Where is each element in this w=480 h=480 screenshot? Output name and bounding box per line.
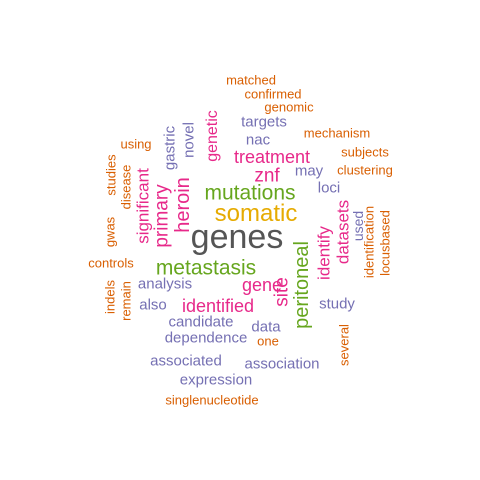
word-locusbased: locusbased: [377, 210, 393, 276]
word-using: using: [120, 136, 152, 152]
word-matched: matched: [226, 72, 276, 88]
word-associated: associated: [150, 352, 222, 370]
word-expression: expression: [179, 371, 253, 389]
word-analysis: analysis: [137, 275, 193, 293]
word-candidate: candidate: [168, 313, 234, 331]
word-association: association: [244, 355, 320, 373]
word-nac: nac: [245, 131, 271, 149]
word-treatment: treatment: [233, 147, 311, 167]
word-confirmed: confirmed: [244, 86, 302, 102]
word-genes: genes: [190, 218, 284, 256]
word-remain: remain: [118, 281, 134, 321]
word-gastric: gastric: [161, 125, 179, 171]
word-novel: novel: [180, 122, 198, 158]
word-may: may: [294, 162, 324, 180]
word-genomic: genomic: [264, 99, 314, 115]
word-disease: disease: [118, 164, 134, 210]
word-subjects: subjects: [341, 144, 389, 160]
word-loci: loci: [317, 179, 341, 197]
word-controls: controls: [88, 255, 134, 271]
word-peritoneal: peritoneal: [291, 241, 313, 329]
word-one: one: [257, 333, 279, 349]
word-identification: identification: [361, 205, 377, 279]
word-site: site: [271, 277, 293, 307]
word-somatic: somatic: [214, 200, 298, 227]
word-genetic: genetic: [204, 110, 221, 162]
word-heroin: heroin: [172, 177, 194, 233]
word-targets: targets: [241, 113, 287, 131]
word-znf: znf: [254, 165, 280, 187]
word-clustering: clustering: [337, 162, 393, 178]
word-study: study: [319, 295, 355, 313]
word-primary: primary: [151, 184, 173, 248]
word-identified: identified: [181, 296, 255, 316]
word-gwas: gwas: [102, 216, 118, 248]
word-studies: studies: [103, 154, 119, 196]
word-several: several: [336, 324, 352, 366]
word-gene: gene: [241, 275, 283, 295]
word-data: data: [251, 318, 281, 336]
word-indels: indels: [102, 280, 118, 314]
word-mechanism: mechanism: [303, 125, 371, 141]
word-metastasis: metastasis: [155, 256, 257, 280]
word-also: also: [139, 296, 167, 314]
word-significant: significant: [133, 168, 153, 244]
word-singlenucleotide: singlenucleotide: [165, 392, 259, 408]
word-identify: identify: [314, 226, 334, 280]
word-datasets: datasets: [333, 199, 353, 265]
word-dependence: dependence: [164, 329, 248, 347]
word-mutations: mutations: [204, 181, 296, 205]
